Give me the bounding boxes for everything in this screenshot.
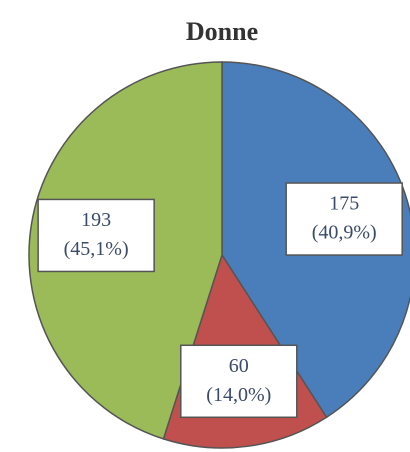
data-label: 175 (40,9%) (285, 182, 403, 256)
label-box (285, 182, 403, 256)
value-label: 193 (81, 209, 111, 231)
chart-title: Donne (186, 17, 258, 46)
percent-label: (40,9%) (312, 222, 377, 244)
value-label: 60 (229, 355, 249, 377)
percent-label: (14,0%) (206, 384, 271, 406)
value-label: 175 (329, 193, 359, 215)
label-box (37, 198, 155, 273)
data-label: 193 (45,1%) (37, 198, 155, 273)
label-box (180, 344, 298, 419)
percent-label: (45,1%) (64, 238, 129, 260)
data-label: 60 (14,0%) (180, 344, 298, 419)
